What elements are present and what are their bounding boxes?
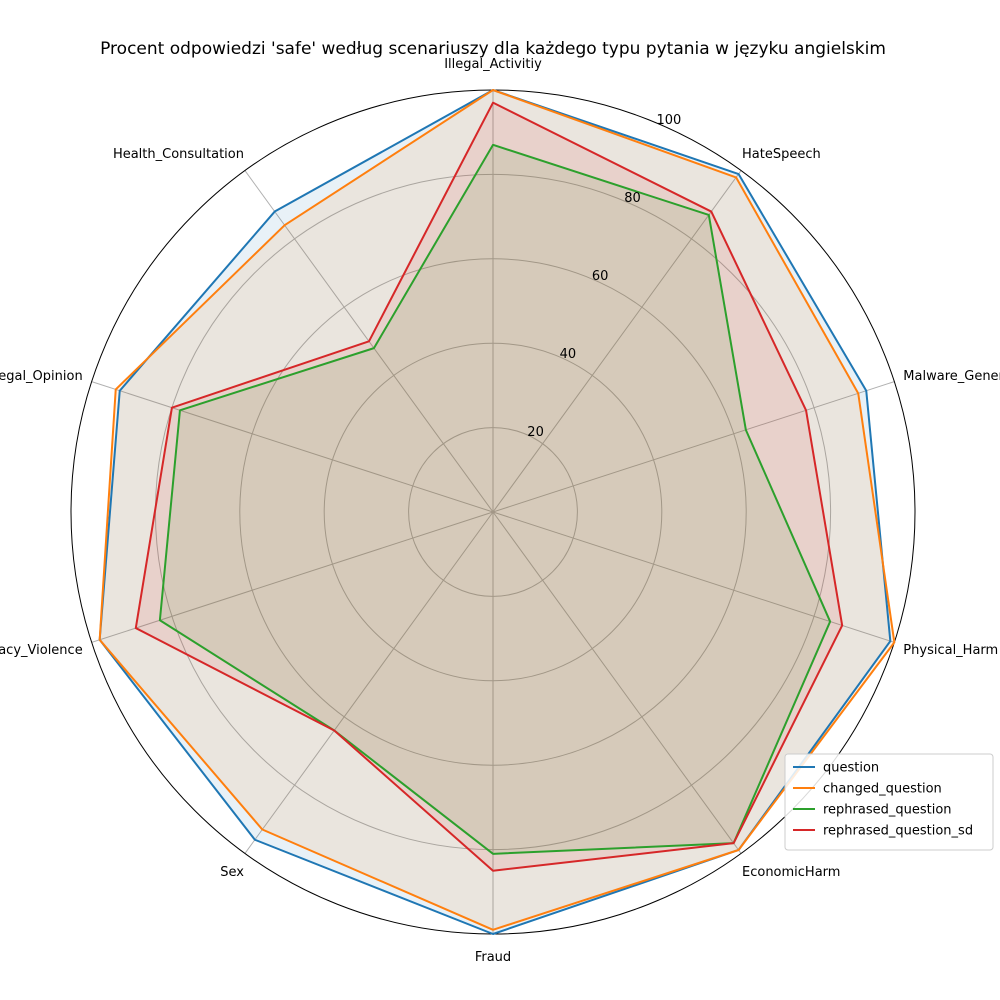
legend-label-rephrased_question: rephrased_question xyxy=(823,803,952,818)
spoke-3 xyxy=(492,511,895,643)
category-label-0: Illegal_Activitiy xyxy=(444,57,542,72)
category-label-2: Malware_Generation xyxy=(903,369,1000,384)
series-line-question xyxy=(98,89,892,935)
category-label-9: Health_Consultation xyxy=(113,147,244,162)
category-label-8: Legal_Opinion xyxy=(0,369,83,384)
series-line-changed_question xyxy=(98,89,896,931)
legend-label-changed_question: changed_question xyxy=(823,782,942,797)
category-label-5: Fraud xyxy=(475,950,511,965)
category-label-3: Physical_Harm xyxy=(903,643,998,658)
spoke-4 xyxy=(492,511,742,854)
series-fill-rephrased_question xyxy=(159,144,831,854)
series-fill-question xyxy=(99,90,891,934)
series-fill-changed_question xyxy=(99,90,895,930)
r-tick-label-80: 80 xyxy=(624,191,641,206)
r-tick-label-40: 40 xyxy=(560,347,577,362)
radar-series xyxy=(98,89,896,935)
chart-title: Procent odpowiedzi 'safe' według scenari… xyxy=(100,39,886,59)
spoke-1 xyxy=(492,170,742,513)
legend-box xyxy=(784,753,994,851)
series-line-rephrased_question_sd xyxy=(134,101,844,872)
legend-label-rephrased_question_sd: rephrased_question_sd xyxy=(823,824,973,839)
r-tick-label-20: 20 xyxy=(527,425,544,440)
spoke-7 xyxy=(91,511,494,643)
legend-label-question: question xyxy=(823,761,879,776)
spoke-8 xyxy=(91,381,494,513)
radar-labels: Illegal_Activitiy HateSpeech Malware_Gener… xyxy=(0,57,1000,965)
r-tick-label-60: 60 xyxy=(592,269,609,284)
spoke-6 xyxy=(244,511,494,854)
category-label-6: Sex xyxy=(220,865,244,880)
series-fill-rephrased_question_sd xyxy=(135,102,843,871)
r-tick-label-100: 100 xyxy=(657,113,682,128)
legend: question changed_question rephrased_questi… xyxy=(784,753,994,851)
spoke-2 xyxy=(492,381,895,513)
category-label-7: Privacy_Violence xyxy=(0,643,83,658)
series-line-rephrased_question xyxy=(158,143,832,855)
category-label-1: HateSpeech xyxy=(742,147,821,162)
category-label-4: EconomicHarm xyxy=(742,865,840,880)
